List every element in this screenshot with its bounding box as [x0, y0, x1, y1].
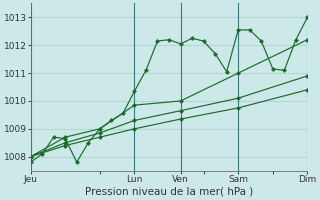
X-axis label: Pression niveau de la mer( hPa ): Pression niveau de la mer( hPa )	[85, 187, 253, 197]
